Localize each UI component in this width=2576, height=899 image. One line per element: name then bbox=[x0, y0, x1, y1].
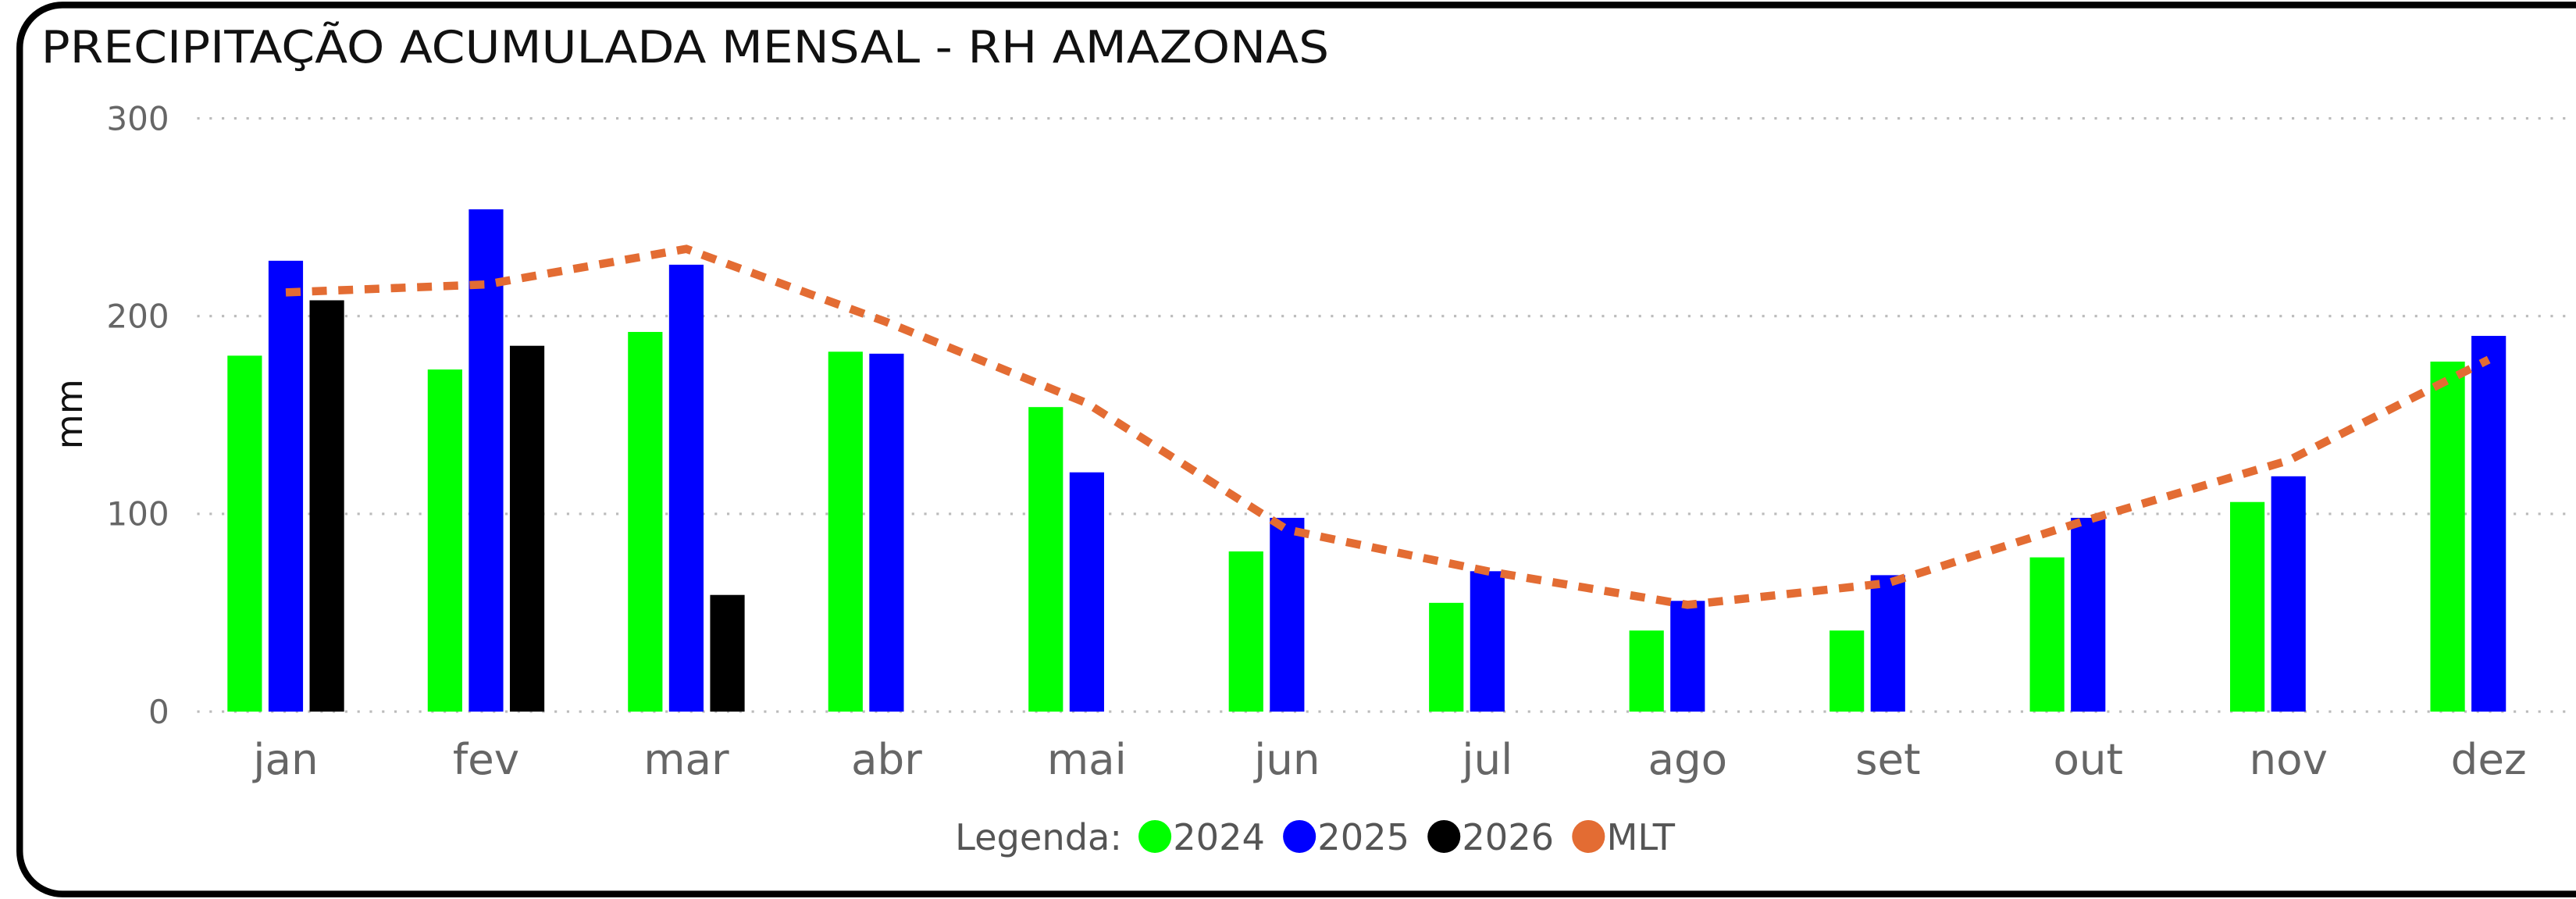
bar bbox=[2271, 476, 2306, 712]
bar bbox=[2430, 361, 2465, 712]
bar bbox=[2230, 501, 2265, 712]
legend-label: MLT bbox=[1606, 816, 1675, 858]
bar bbox=[309, 300, 344, 712]
bar bbox=[1429, 602, 1464, 712]
bar bbox=[1830, 630, 1865, 712]
x-tick-label: set bbox=[1855, 734, 1921, 784]
y-tick-label: 300 bbox=[106, 99, 169, 137]
bar bbox=[1470, 571, 1505, 712]
y-tick-label: 100 bbox=[106, 495, 169, 533]
bar bbox=[427, 369, 462, 712]
x-tick-label: fev bbox=[453, 734, 519, 784]
legend-marker bbox=[1427, 819, 1461, 854]
bar bbox=[1670, 601, 1705, 712]
legend-label: 2025 bbox=[1317, 816, 1409, 858]
bar bbox=[628, 331, 663, 712]
bar bbox=[869, 353, 904, 712]
y-tick-label: 0 bbox=[148, 693, 169, 731]
x-tick-label: jan bbox=[252, 734, 318, 784]
line-series bbox=[285, 244, 2491, 609]
bar bbox=[268, 260, 304, 712]
bar bbox=[469, 209, 504, 712]
bar bbox=[2071, 517, 2106, 712]
bar bbox=[1270, 517, 1305, 712]
x-tick-label: nov bbox=[2249, 734, 2327, 784]
legend-marker bbox=[1283, 819, 1317, 854]
bar bbox=[2471, 336, 2507, 712]
x-tick-label: jul bbox=[1461, 734, 1512, 784]
bar bbox=[2029, 557, 2065, 712]
bar bbox=[1629, 630, 1664, 712]
bar bbox=[710, 594, 745, 712]
y-tick-label: 200 bbox=[106, 297, 169, 335]
bar bbox=[1228, 551, 1263, 712]
y-axis-label: mm bbox=[48, 379, 91, 449]
legend-label: 2024 bbox=[1173, 816, 1265, 858]
bar bbox=[1028, 407, 1064, 712]
legend-marker bbox=[1138, 819, 1172, 854]
legend-label: 2026 bbox=[1462, 816, 1554, 858]
chart-title: PRECIPITAÇÃO ACUMULADA MENSAL - RH AMAZO… bbox=[41, 21, 1330, 73]
x-tick-label: mai bbox=[1047, 734, 1127, 784]
x-tick-label: abr bbox=[851, 734, 922, 784]
bar bbox=[1870, 575, 1905, 712]
x-tick-label: mar bbox=[643, 734, 729, 784]
bar bbox=[828, 351, 863, 712]
x-tick-label: out bbox=[2053, 734, 2123, 784]
legend-marker bbox=[1572, 819, 1605, 854]
bar bbox=[1069, 472, 1104, 712]
x-tick-label: ago bbox=[1648, 734, 1727, 784]
x-tick-label: jun bbox=[1253, 734, 1320, 784]
bar bbox=[668, 264, 704, 712]
bar bbox=[509, 345, 545, 712]
bar bbox=[227, 355, 262, 712]
legend-title: Legenda: bbox=[955, 816, 1122, 858]
x-tick-label: dez bbox=[2451, 734, 2527, 784]
